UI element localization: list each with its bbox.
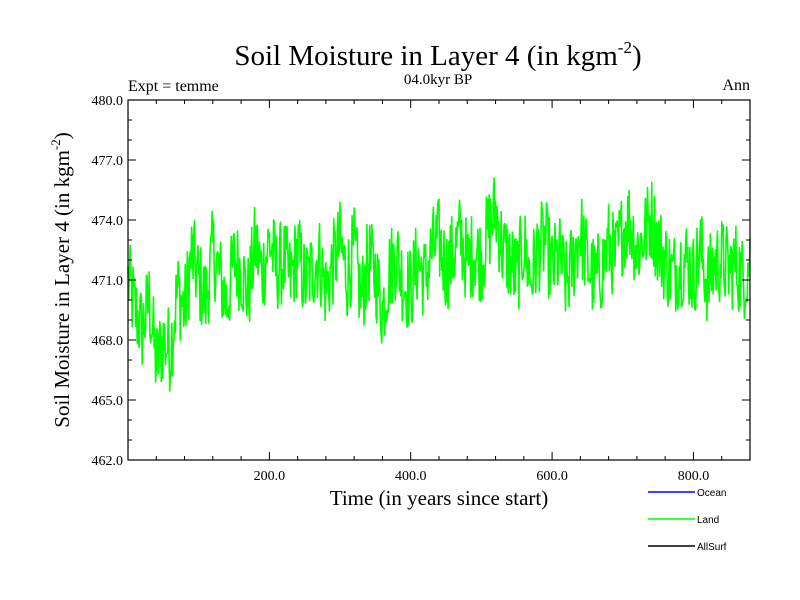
x-tick-label: 800.0 bbox=[678, 469, 710, 484]
y-tick-label: 477.0 bbox=[92, 154, 124, 169]
chart-subtitle: 04.0kyr BP bbox=[404, 72, 472, 88]
y-tick-label: 474.0 bbox=[92, 214, 124, 229]
y-tick-label: 468.0 bbox=[92, 334, 124, 349]
x-tick-label: 600.0 bbox=[536, 469, 568, 484]
series-line-land bbox=[127, 177, 751, 392]
y-tick-label: 465.0 bbox=[92, 394, 124, 409]
experiment-label: Expt = temme bbox=[128, 78, 219, 95]
chart-title: Soil Moisture in Layer 4 (in kgm-2) bbox=[234, 38, 641, 72]
x-tick-label: 200.0 bbox=[254, 469, 286, 484]
legend-label-ocean: Ocean bbox=[697, 488, 726, 499]
legend-label-land: Land bbox=[697, 515, 719, 526]
season-label: Ann bbox=[722, 77, 750, 94]
y-axis-label: Soil Moisture in Layer 4 (in kgm-2) bbox=[48, 132, 74, 427]
x-axis-label: Time (in years since start) bbox=[330, 486, 549, 510]
legend: Ocean Land AllSurf bbox=[648, 488, 727, 553]
series-layer bbox=[127, 177, 751, 392]
x-tick-label: 400.0 bbox=[395, 469, 427, 484]
legend-label-allsurf: AllSurf bbox=[697, 542, 727, 553]
y-tick-label: 471.0 bbox=[92, 274, 124, 289]
y-tick-label: 462.0 bbox=[92, 454, 124, 469]
axis-layer: 462.0 465.0 468.0 471.0 474.0 477.0 480.0 200.0… bbox=[92, 94, 750, 484]
y-tick-label: 480.0 bbox=[92, 94, 124, 109]
